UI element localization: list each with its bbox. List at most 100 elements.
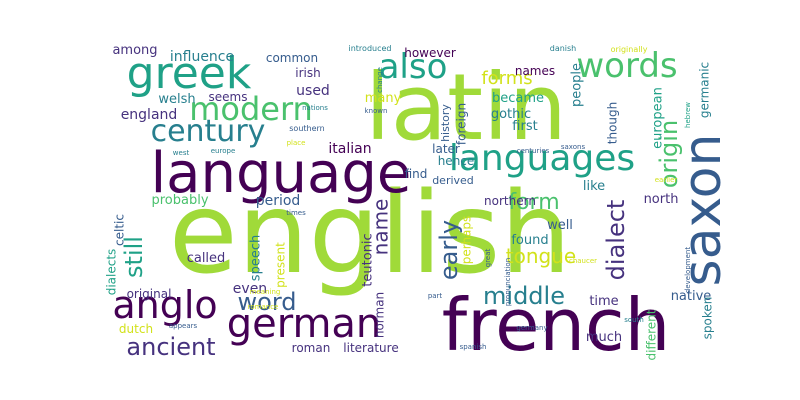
word-germany: germany	[516, 324, 547, 332]
word-northern: northern	[484, 194, 536, 208]
word-modern: modern	[189, 90, 313, 128]
word-south: south	[624, 316, 644, 324]
word-southern: southern	[289, 124, 324, 133]
word-north: north	[644, 192, 679, 207]
word-language: language	[151, 141, 412, 206]
word-however: however	[404, 46, 456, 60]
word-introduced: introduced	[349, 44, 392, 53]
word-germanic: germanic	[698, 62, 712, 118]
word-development: development	[684, 247, 692, 293]
word-history: history	[439, 104, 452, 142]
word-centuries: centuries	[517, 147, 550, 155]
word-many: many	[365, 91, 402, 106]
word-spoken: spoken	[701, 297, 715, 340]
word-norman: norman	[373, 292, 387, 338]
word-first: first	[512, 119, 537, 134]
word-original: original	[127, 287, 172, 301]
word-irish: irish	[295, 66, 320, 80]
word-foreign: foreign	[455, 103, 469, 145]
word-europe: europe	[211, 147, 236, 155]
word-meaning: meaning	[250, 288, 281, 296]
word-anglo: anglo	[112, 283, 217, 327]
word-seems: seems	[209, 90, 248, 104]
word-roman: roman	[292, 341, 331, 355]
word-word: word	[238, 288, 297, 316]
word-languages: languages	[449, 138, 635, 179]
word-originally: originally	[611, 45, 648, 54]
word-saxons: saxons	[561, 143, 586, 151]
word-even: even	[233, 281, 267, 297]
word-literature: literature	[343, 341, 398, 355]
word-west: west	[173, 149, 190, 157]
word-dialect: dialect	[602, 200, 630, 281]
word-hebrew: hebrew	[684, 102, 692, 128]
word-european: european	[651, 87, 666, 149]
word-still: still	[120, 236, 148, 278]
word-appears: appears	[169, 322, 198, 330]
word-dialects: dialects	[105, 249, 119, 296]
word-times: times	[286, 209, 306, 217]
word-nations: nations	[302, 104, 328, 112]
word-german: german	[227, 301, 382, 347]
word-words: words	[576, 46, 677, 86]
word-great: great	[484, 248, 492, 267]
word-among: among	[112, 43, 157, 58]
word-called: called	[187, 251, 226, 266]
word-different: different	[645, 309, 659, 360]
word-change: change	[376, 67, 384, 93]
word-used: used	[296, 83, 330, 99]
word-names: names	[515, 64, 555, 78]
word-saxon: saxon	[673, 134, 733, 287]
word-early: early	[435, 220, 463, 280]
word-danish: danish	[550, 44, 577, 53]
word-ancient: ancient	[126, 333, 215, 361]
word-middle: middle	[483, 282, 565, 310]
word-dutch: dutch	[119, 322, 153, 336]
word-find: find	[405, 167, 428, 181]
word-welsh: welsh	[158, 92, 195, 107]
word-much: much	[586, 330, 622, 345]
word-spanish: spanish	[460, 343, 487, 351]
word-english: english	[169, 169, 572, 299]
word-italian: italian	[328, 141, 371, 157]
word-found: found	[511, 233, 548, 248]
word-derived: derived	[432, 174, 474, 187]
word-form: form	[508, 190, 559, 215]
word-hence: hence	[438, 154, 475, 168]
word-pronunciation: pronunciation	[504, 258, 512, 306]
word-chaucer: chaucer	[569, 257, 597, 265]
word-later: later	[432, 142, 460, 156]
word-speech: speech	[249, 235, 264, 281]
word-place: place	[287, 139, 306, 147]
word-people: people	[570, 63, 585, 107]
word-period: period	[256, 193, 301, 209]
word-romance: romance	[248, 303, 279, 311]
word-influence: influence	[170, 49, 234, 65]
word-forms: forms	[481, 68, 532, 89]
word-england: england	[121, 107, 178, 123]
word-latin: latin	[365, 54, 567, 161]
word-though: though	[606, 102, 620, 144]
word-common: common	[266, 51, 318, 65]
word-greek: greek	[127, 48, 252, 99]
word-became: became	[492, 91, 544, 106]
word-gothic: gothic	[491, 107, 531, 122]
word-french: french	[442, 283, 671, 367]
word-tongue: tongue	[506, 244, 576, 268]
word-well: well	[547, 218, 573, 233]
word-celtic: celtic	[113, 214, 127, 246]
word-native: native	[671, 289, 712, 304]
word-like: like	[583, 179, 605, 194]
word-part: part	[428, 292, 443, 300]
word-probably: probably	[151, 193, 208, 208]
word-perhaps: perhaps	[460, 216, 474, 265]
word-century: century	[151, 114, 266, 149]
word-also: also	[379, 47, 448, 87]
word-teutonic: teutonic	[361, 233, 376, 286]
word-known: known	[365, 107, 388, 115]
word-present: present	[274, 242, 288, 288]
word-origin: origin	[655, 120, 683, 188]
word-time: time	[589, 294, 618, 309]
word-name: name	[369, 199, 393, 256]
